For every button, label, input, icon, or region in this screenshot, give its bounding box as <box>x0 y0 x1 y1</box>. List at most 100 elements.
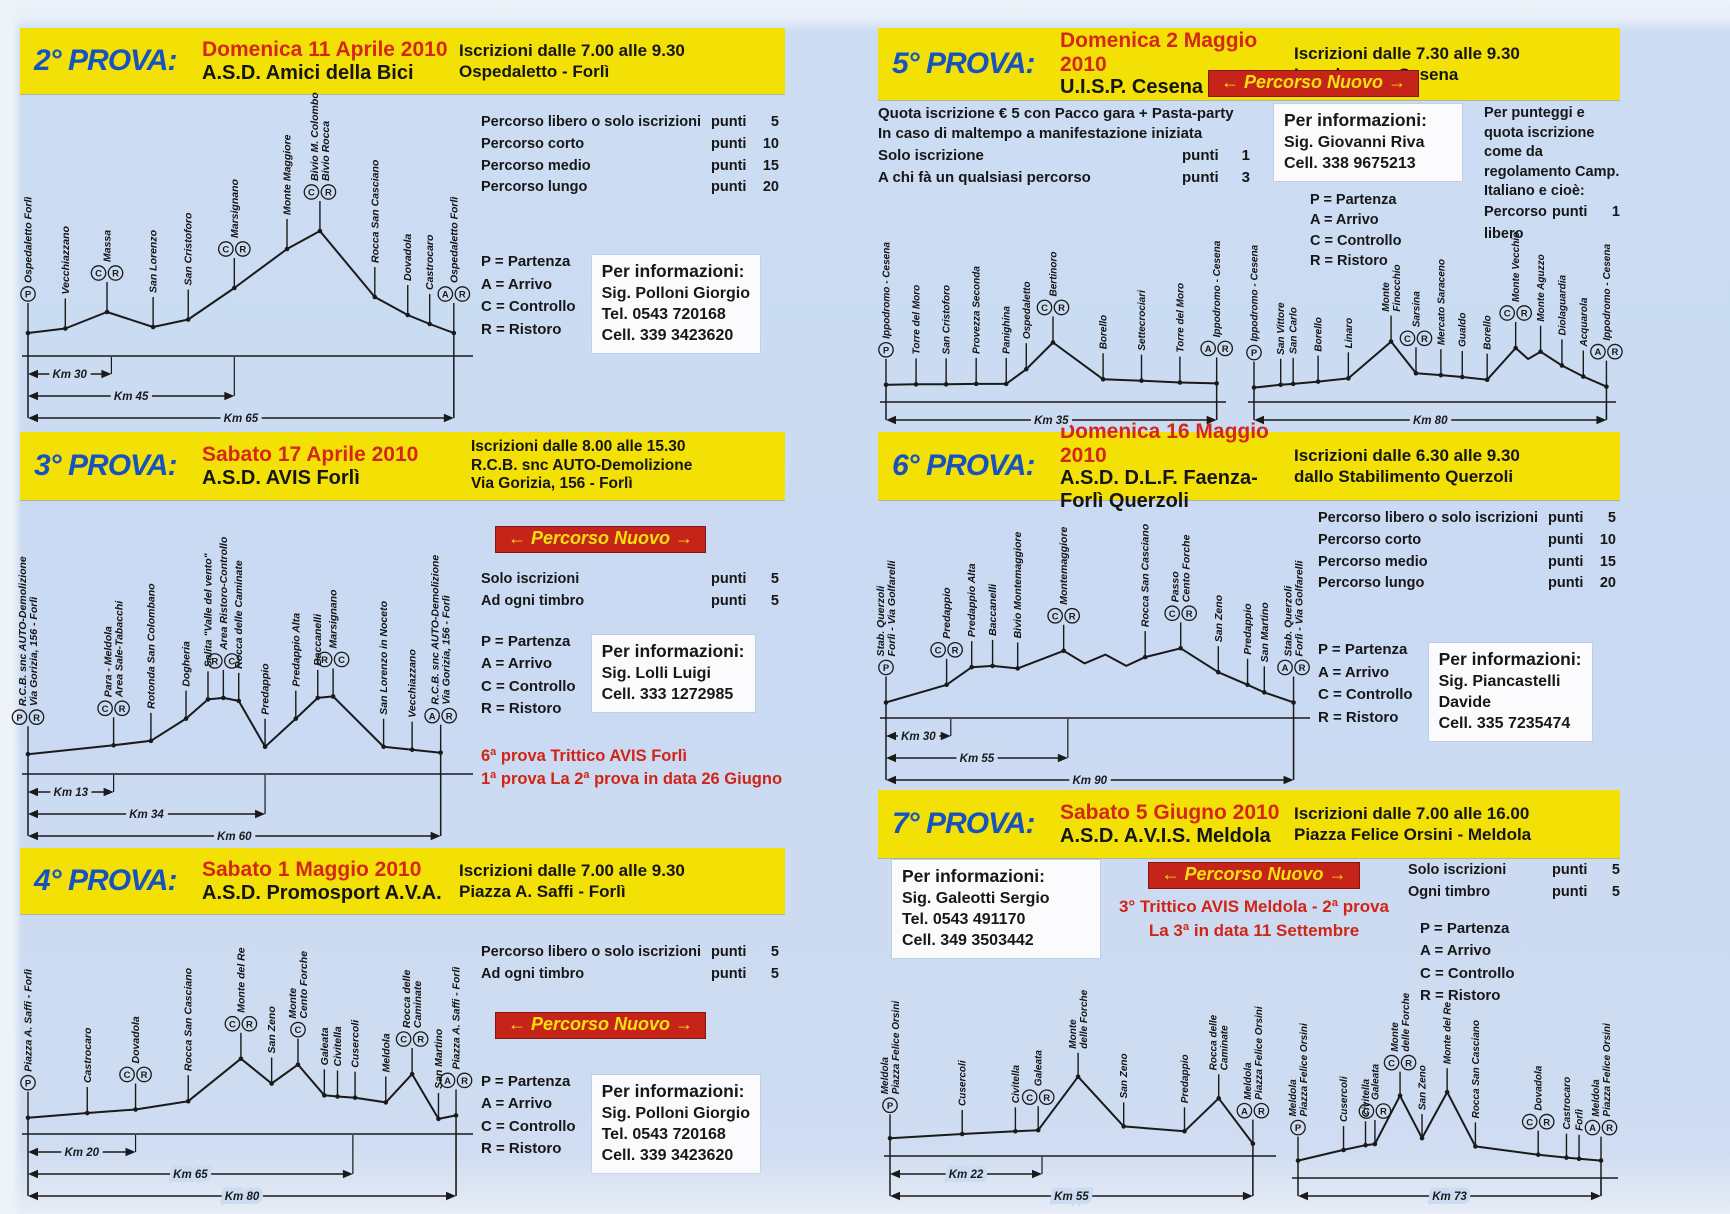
route-point-dot <box>405 312 411 318</box>
checkpoint-badge-letter: P <box>883 345 890 356</box>
prova-header: 2° PROVA: Domenica 11 Aprile 2010 A.S.D. A… <box>20 28 785 94</box>
legend-line: C = Controllo <box>1310 232 1402 249</box>
route-point: Castrocaro <box>424 234 436 327</box>
km-scale-bar: Km 30 <box>28 357 113 385</box>
checkpoint-badge-letter: A <box>1241 1106 1248 1117</box>
km-scale-label: Km 65 <box>224 413 259 425</box>
points-row: Percorso lungo punti 20 <box>1318 573 1616 595</box>
elevation-line <box>889 1075 1254 1145</box>
red-note-line: 1ª prova La 2ª prova in data 26 Giugno <box>481 769 783 788</box>
route-point: C R Bertinoro <box>1036 251 1070 345</box>
checkpoint-badge-icon <box>1383 1054 1400 1071</box>
prova-organizer: A.S.D. Promosport A.V.A. <box>202 881 442 904</box>
route-point: San Zeno <box>266 1006 278 1086</box>
points-row: Solo iscrizioni punti 5 <box>481 569 779 591</box>
route-point: Dovadola <box>402 234 414 318</box>
route-point-dot <box>1015 666 1020 671</box>
route-point: C R Massa <box>90 230 124 315</box>
checkpoint-badge-icon <box>1253 1102 1270 1119</box>
route-point-label: Rocca delle <box>1209 1014 1220 1070</box>
route-point-label: Via Gorizia, 156 - Forlì <box>441 595 453 704</box>
route-point: Cusercoli <box>958 1060 969 1137</box>
checkpoint-badge-letter: R <box>461 1076 468 1087</box>
points-row: Solo iscrizione punti 1 <box>878 145 1250 168</box>
route-point-label: Cusercoli <box>350 1019 362 1068</box>
km-scale-bar: Km 34 <box>28 775 266 825</box>
info-box-line: Sig. Lolli Luigi <box>601 664 711 682</box>
prova-info-column: Percorso libero o solo iscrizioni punti 5 A… <box>475 916 785 1206</box>
route-point-label: Rocca San Casciano <box>183 967 195 1071</box>
percorso-nuovo-badge: ← Percorso Nuovo → <box>495 1011 707 1039</box>
route-point: San Zeno <box>1213 594 1225 675</box>
checkpoint-badge-icon <box>454 286 471 302</box>
route-point-label: Forlì <box>1575 1109 1586 1131</box>
route-point-dot <box>887 1135 893 1141</box>
checkpoint-badge-icon <box>1375 1103 1392 1119</box>
route-point-dot <box>1419 1135 1425 1141</box>
route-point: C R Para - Meldola Area Sale-Tabacchi <box>97 600 130 748</box>
legend-line: R = Ristoro <box>481 320 562 338</box>
route-point-dot <box>317 228 323 234</box>
route-point: P Meldola Piazza Felice Orsini <box>1288 1023 1310 1163</box>
prova-title-block: Domenica 16 Maggio 2010 A.S.D. D.L.F. Fae… <box>1060 420 1294 512</box>
legend-info-row: P = Partenza A = Arrivo C = Controllo R = R… <box>481 631 785 721</box>
prova-title-block: Domenica 2 Maggio 2010 U.I.S.P. Cesena <box>1060 29 1294 98</box>
checkpoint-badge-icon <box>11 709 28 726</box>
red-note-line: 6ª prova Trittico AVIS Forlì <box>481 746 687 765</box>
route-point-label: San Zeno <box>266 1006 278 1054</box>
legend-line: A = Arrivo <box>1420 942 1491 959</box>
route-point-label: delle Forche <box>1079 989 1090 1048</box>
route-point: Torre del Moro <box>912 285 923 387</box>
punti-word: punti <box>1552 862 1588 878</box>
km-arrow-head-left <box>886 731 896 741</box>
checkpoint-badge-letter: A <box>1205 344 1212 355</box>
legend-line: A = Arrivo <box>481 275 552 293</box>
route-point: San Vittore <box>1276 302 1287 388</box>
prova-registration: Iscrizioni dalle 7.00 alle 9.30 Ospedalet… <box>459 40 771 83</box>
route-point: Provezza Seconda <box>972 266 983 387</box>
checkpoint-badge-letter: C <box>102 704 109 715</box>
registration-line: Piazza A. Saffi - Forlì <box>459 882 626 901</box>
km-arrow-head-right <box>1242 1191 1253 1201</box>
checkpoint-badge-icon <box>1416 330 1433 347</box>
checkpoint-badge-letter: C <box>295 1025 302 1036</box>
route-point: Predappio <box>1180 1054 1191 1134</box>
route-point-dot <box>133 1107 138 1112</box>
route-point: Rocca delle Caminate <box>233 560 245 704</box>
checkpoint-badge-letter: C <box>229 1019 236 1030</box>
elevation-profile: P Stab. Querzoli Forlì - Via Golfarelli C R P… <box>875 504 1312 791</box>
km-arrow-head-right <box>1032 1169 1042 1179</box>
checkpoint-badge-icon <box>1400 1054 1417 1071</box>
route-point-label: R.C.B. snc AUTO-Demolizione <box>17 556 29 706</box>
route-point: San Zeno <box>1418 1065 1429 1141</box>
punteggi-block: Per punteggi e quota iscrizione come da r… <box>1484 104 1620 242</box>
checkpoint-badge-icon <box>1217 340 1234 357</box>
checkpoint-badge-icon <box>28 709 45 726</box>
route-point-dot <box>427 321 432 327</box>
route-point: Rocca delle Caminate <box>1209 1014 1231 1101</box>
route-point: Ospedaletto <box>1022 281 1033 372</box>
checkpoint-badge-letter: R <box>119 704 126 715</box>
route-point-label: Monte <box>1390 1022 1401 1052</box>
route-point: A R R.C.B. snc AUTO-Demolizione Via Gorizia… <box>424 555 458 755</box>
punti-value: 20 <box>1599 575 1616 592</box>
checkpoint-badge-letter: P <box>887 1101 894 1112</box>
route-point-label: Galeata <box>319 1027 331 1065</box>
route-point-dot <box>25 330 31 336</box>
legend-line: C = Controllo <box>1318 686 1413 703</box>
route-point: Monte Finocchio <box>1381 264 1403 344</box>
route-point-dot <box>111 742 116 748</box>
quota-block: Quota iscrizione € 5 con Pacco gara + Pa… <box>878 104 1250 190</box>
route-point: Baccanelli <box>987 583 999 669</box>
route-point-dot <box>1538 349 1543 354</box>
route-point: C R Marsignano <box>217 178 251 291</box>
route-point: Monte Aguzzo <box>1536 254 1547 354</box>
points-table: Percorso libero o solo iscrizioni punti 5 A… <box>481 942 779 986</box>
km-arrow-head-right <box>342 1169 353 1179</box>
info-box-line: Cell. 333 1272985 <box>601 685 734 703</box>
route-point-dot <box>1295 1158 1301 1163</box>
checkpoint-badge-letter: P <box>1295 1123 1302 1134</box>
route-point: C R Galeata <box>1021 1050 1055 1133</box>
route-point-label: Borello <box>1314 317 1325 351</box>
route-point-dot <box>1050 340 1056 345</box>
